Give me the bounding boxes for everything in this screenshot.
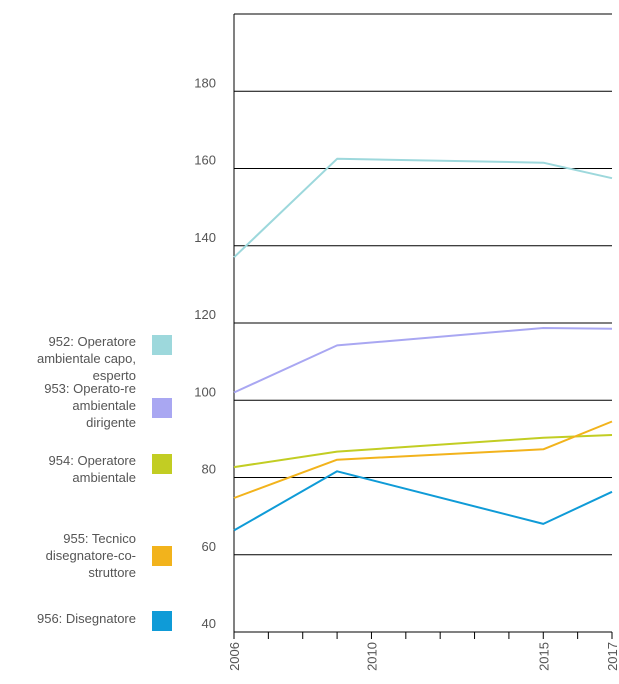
series-line	[233, 434, 613, 469]
series-line	[233, 157, 613, 259]
gridlines	[234, 13, 612, 556]
legend-label: 955: Tecnico disegnatore-co-struttore	[45, 531, 136, 580]
x-tick-label: 2015	[536, 642, 551, 671]
x-tick-label: 2017	[605, 642, 619, 671]
y-tick-label: 180	[194, 75, 216, 90]
y-tick-label: 100	[194, 384, 216, 399]
y-tick-label: 40	[202, 616, 216, 631]
legend-swatch	[152, 611, 172, 631]
y-axis: 40 60 80 100 120 140 160 180	[194, 14, 235, 632]
legend-label: 952: Operatore ambientale capo, esperto	[36, 334, 136, 383]
series-lines	[233, 157, 613, 532]
legend-label: 953: Operato-re ambientale dirigente	[44, 381, 136, 430]
series-line	[233, 420, 613, 499]
x-tick-label: 2006	[227, 642, 242, 671]
legend-swatch	[152, 398, 172, 418]
legend-swatch	[152, 454, 172, 474]
y-tick-label: 80	[202, 462, 216, 477]
series-line	[233, 470, 613, 532]
y-tick-label: 160	[194, 153, 216, 168]
legend-swatch	[152, 546, 172, 566]
legend-label: 956: Disegnatore	[36, 611, 136, 626]
x-axis: 2006 2010 2015 2017	[227, 631, 619, 671]
y-tick-label: 120	[194, 307, 216, 322]
legend-label: 954: Operatore ambientale	[48, 453, 136, 485]
y-tick-label: 60	[202, 539, 216, 554]
legend-swatch	[152, 335, 172, 355]
series-line	[233, 327, 613, 394]
x-tick-label: 2010	[364, 642, 379, 671]
y-tick-label: 140	[194, 230, 216, 245]
